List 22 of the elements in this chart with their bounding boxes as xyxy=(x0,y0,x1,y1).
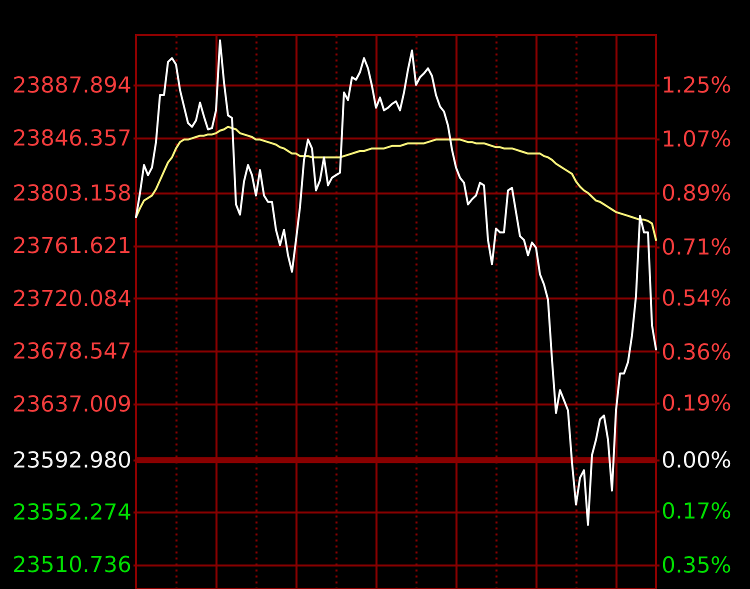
line-series xyxy=(135,126,657,242)
y2-tick-label: 0.71% xyxy=(662,236,732,261)
y2-tick-label: 0.89% xyxy=(662,182,732,207)
y2-tick-label: 1.07% xyxy=(662,128,732,153)
y2-tick-label: 0.17% xyxy=(662,500,732,525)
line-series xyxy=(135,39,657,526)
y-tick-label: 23720.084 xyxy=(12,286,132,312)
y2-tick-label: 0.00% xyxy=(662,448,732,474)
y2-tick-label: 0.19% xyxy=(662,392,732,417)
y-tick-label: 23846.357 xyxy=(12,126,132,152)
y-tick-label: 23592.980 xyxy=(12,448,132,474)
y-tick-label: 23887.894 xyxy=(12,73,132,98)
y-tick-label: 23803.158 xyxy=(12,181,132,206)
y-tick-label: 23552.274 xyxy=(12,500,132,526)
y-tick-label: 23637.009 xyxy=(12,392,132,418)
y-tick-label: 23761.621 xyxy=(12,234,132,260)
y2-tick-label: 1.25% xyxy=(662,74,732,99)
y2-tick-label: 0.54% xyxy=(662,286,732,312)
y2-tick-label: 0.36% xyxy=(662,340,732,366)
y2-tick-label: 0.35% xyxy=(662,554,732,579)
y-tick-label: 23678.547 xyxy=(12,340,132,365)
y-tick-label: 23510.736 xyxy=(12,553,132,578)
